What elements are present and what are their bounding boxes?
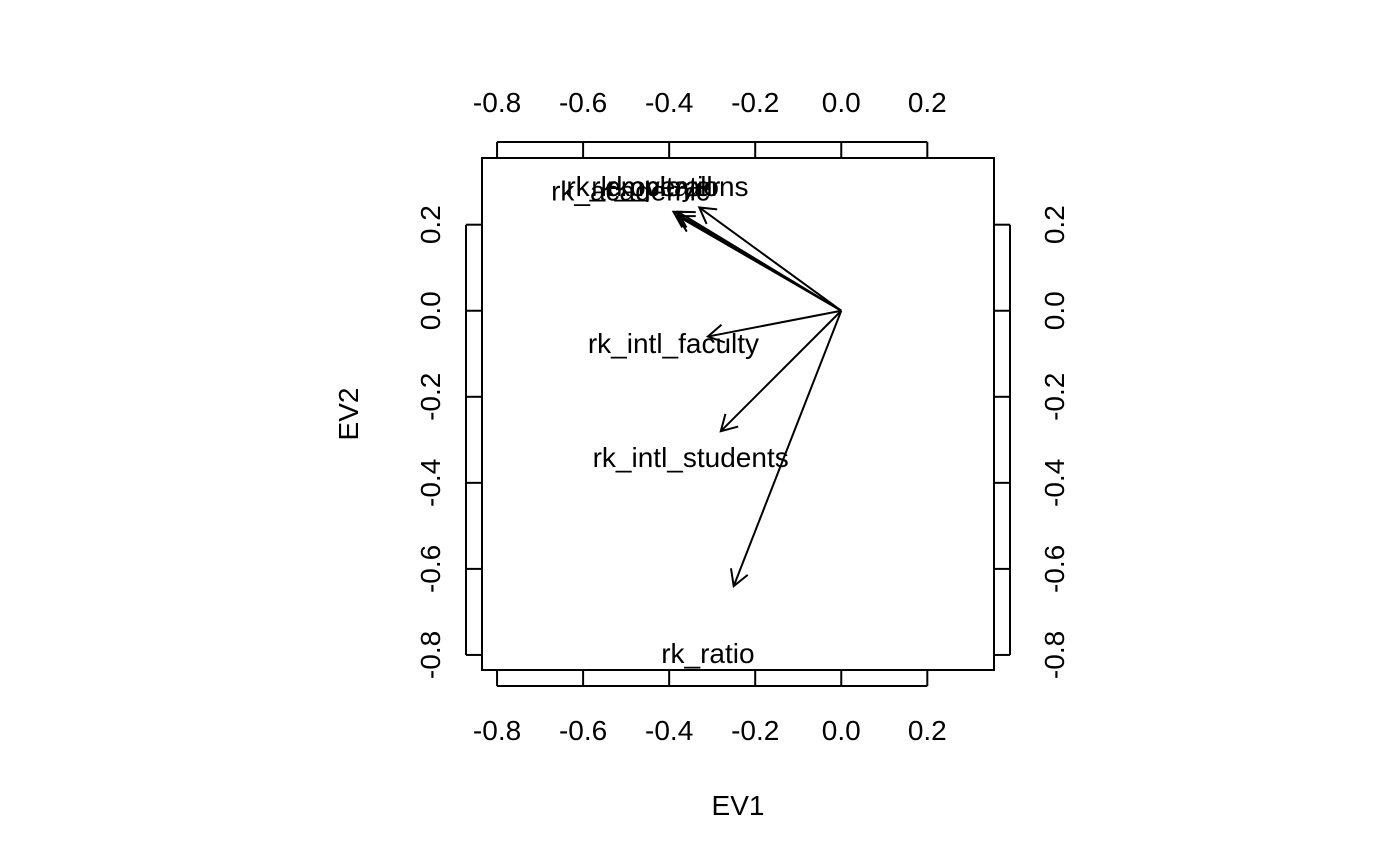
y-tick-label-left: -0.8 xyxy=(415,631,446,679)
x-tick-label-bottom: -0.2 xyxy=(731,715,779,746)
arrow-shaft xyxy=(720,310,842,432)
arrow-shaft xyxy=(707,309,842,338)
loading-arrows xyxy=(671,206,843,588)
x-tick-label-top: -0.4 xyxy=(645,87,693,118)
arrow-label: rk_citations xyxy=(607,171,749,202)
y-tick-label-right: -0.4 xyxy=(1039,459,1070,507)
arrow-head xyxy=(729,568,749,588)
y-tick-label-right: -0.8 xyxy=(1039,631,1070,679)
x-axis-top: -0.8 -0.6 -0.4 -0.2 0.0 0.2 xyxy=(473,87,947,158)
y-axis-right: -0.8 -0.6 -0.4 -0.2 0.0 0.2 xyxy=(994,205,1070,679)
x-tick-label-bottom: 0.2 xyxy=(908,715,947,746)
x-tick-label-bottom: -0.6 xyxy=(559,715,607,746)
x-tick-label-bottom: -0.4 xyxy=(645,715,693,746)
x-tick-label-bottom: 0.0 xyxy=(822,715,861,746)
x-axis-title: EV1 xyxy=(712,790,765,821)
arrow-shaft xyxy=(677,210,842,312)
arrow-shaft xyxy=(732,310,843,587)
arrow-label: rk_intl_faculty xyxy=(588,328,759,359)
x-tick-label-bottom: -0.8 xyxy=(473,715,521,746)
arrow-label: rk_employer xyxy=(566,171,720,202)
x-axis-bottom: -0.8 -0.6 -0.4 -0.2 0.0 0.2 xyxy=(473,670,947,746)
y-tick-label-left: 0.2 xyxy=(415,205,446,244)
arrow-head xyxy=(719,413,739,433)
arrow-head xyxy=(676,215,696,233)
x-tick-label-top: -0.6 xyxy=(559,87,607,118)
y-tick-label-left: -0.4 xyxy=(415,459,446,507)
arrow-head xyxy=(676,210,696,229)
arrow-label: rk_ratio xyxy=(661,638,754,669)
arrow-shaft xyxy=(698,206,842,312)
arrow-label: rk_academic xyxy=(551,175,710,206)
x-tick-label-top: -0.2 xyxy=(731,87,779,118)
y-tick-label-right: -0.6 xyxy=(1039,545,1070,593)
y-axis-left: -0.8 -0.6 -0.4 -0.2 0.0 0.2 xyxy=(415,205,482,679)
x-tick-label-top: -0.8 xyxy=(473,87,521,118)
x-tick-label-top: 0.2 xyxy=(908,87,947,118)
y-tick-label-left: -0.2 xyxy=(415,373,446,421)
arrow-head xyxy=(697,206,718,225)
y-tick-label-right: -0.2 xyxy=(1039,373,1070,421)
y-tick-label-right: 0.0 xyxy=(1039,291,1070,330)
arrow-labels: rk_academicrk_employerrk_overallrk_citat… xyxy=(551,171,789,669)
arrow-head xyxy=(705,324,726,344)
y-axis-title: EV2 xyxy=(333,388,364,441)
y-tick-label-right: 0.2 xyxy=(1039,205,1070,244)
arrow-label: rk_intl_students xyxy=(593,442,789,473)
x-tick-label-top: 0.0 xyxy=(822,87,861,118)
y-tick-label-left: -0.6 xyxy=(415,545,446,593)
y-tick-label-left: 0.0 xyxy=(415,291,446,330)
plot-frame xyxy=(481,157,995,671)
arrow-label: rk_overall xyxy=(591,171,712,202)
